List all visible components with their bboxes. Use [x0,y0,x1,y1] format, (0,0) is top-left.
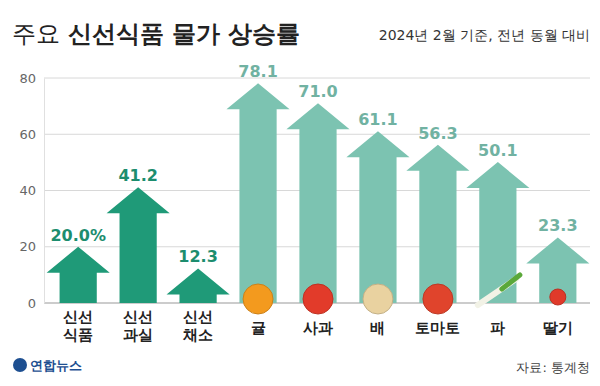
axis-line [44,79,45,304]
category-label: 신선과실 [123,308,153,344]
tick: 60 [19,127,44,142]
icons [243,275,566,314]
title: 주요 신선식품 물가 상승률 [12,20,300,48]
tick-label: 0 [28,296,36,311]
bars [47,83,590,303]
arrow-bar [107,187,170,303]
data-labels: 20.0% 41.2 12.3 78.1 71.0 61.1 56.3 50.1 23.3 [50,62,577,266]
category-label: 배 [370,319,385,337]
tick-label: 20 [19,239,36,254]
data-label: 56.3 [418,124,457,143]
arrow-bar [406,145,469,303]
arrow-bar [286,103,349,303]
chart: 주요 신선식품 물가 상승률 2024년 2월 기준, 전년 동월 대비 0 20 40… [0,0,600,386]
icon [363,284,393,314]
tick: 0 [28,296,44,311]
category-label: 신선식품 [63,308,93,344]
data-label: 12.3 [178,247,217,266]
logo-mark [13,358,27,372]
data-label: 61.1 [358,110,397,129]
category-label: 사과 [303,319,333,337]
data-label: 20.0% [50,226,106,245]
source: 자료: 통계청 [516,360,590,375]
category-label: 귤 [251,319,266,337]
tick-label: 40 [19,183,36,198]
tick: 40 [19,183,44,198]
data-label: 23.3 [538,216,577,235]
arrow-bar [167,268,230,303]
icon [502,275,520,289]
subtitle: 2024년 2월 기준, 전년 동월 대비 [379,27,590,43]
arrow-bar [466,162,529,303]
category-label: 파 [490,319,505,337]
tick-label: 60 [19,127,36,142]
tick-label: 80 [19,71,36,86]
arrow-bar [346,131,409,303]
category-label: 딸기 [543,319,573,337]
category-label: 토마토 [415,319,460,337]
tick: 80 [19,71,44,86]
data-label: 41.2 [118,166,157,185]
grid [44,78,590,303]
data-label: 71.0 [298,82,337,101]
icon [243,284,273,314]
tick: 20 [19,239,44,254]
data-label: 78.1 [238,62,277,81]
icon [423,284,453,314]
grid-line [44,78,590,79]
data-label: 50.1 [478,141,517,160]
category-label: 신선채소 [182,308,213,344]
arrow-bar [47,247,110,303]
y-axis: 0 20 40 60 80 [19,71,44,311]
credit: 연합뉴스 [30,358,82,373]
icon [303,284,333,314]
arrow-bar [226,83,289,303]
icon [550,289,566,305]
x-axis: 신선식품 신선과실 신선채소 귤 사과 배 토마토 파 딸기 [63,308,573,344]
